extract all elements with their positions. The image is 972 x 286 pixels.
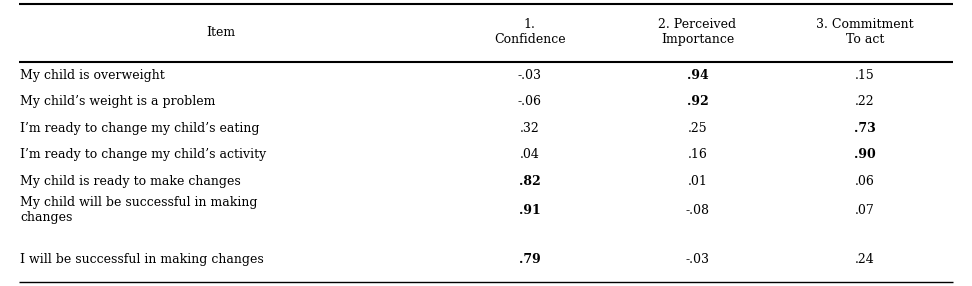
Text: .92: .92	[686, 95, 709, 108]
Text: .82: .82	[519, 175, 540, 188]
Text: I’m ready to change my child’s activity: I’m ready to change my child’s activity	[20, 148, 266, 161]
Text: -.03: -.03	[518, 69, 541, 82]
Text: 1.: 1.	[524, 17, 536, 31]
Text: I will be successful in making changes: I will be successful in making changes	[20, 253, 264, 266]
Text: .73: .73	[854, 122, 876, 135]
Text: .04: .04	[520, 148, 539, 161]
Text: .15: .15	[855, 69, 875, 82]
Text: My child’s weight is a problem: My child’s weight is a problem	[20, 95, 216, 108]
Text: -.08: -.08	[685, 204, 710, 217]
Text: My child is ready to make changes: My child is ready to make changes	[20, 175, 241, 188]
Text: .91: .91	[519, 204, 540, 217]
Text: Confidence: Confidence	[494, 33, 566, 47]
Text: .25: .25	[687, 122, 708, 135]
Text: .32: .32	[520, 122, 539, 135]
Text: 3. Commitment: 3. Commitment	[816, 17, 914, 31]
Text: Importance: Importance	[661, 33, 734, 47]
Text: My child is overweight: My child is overweight	[20, 69, 165, 82]
Text: .90: .90	[854, 148, 876, 161]
Text: -.06: -.06	[518, 95, 541, 108]
Text: 2. Perceived: 2. Perceived	[658, 17, 737, 31]
Text: I’m ready to change my child’s eating: I’m ready to change my child’s eating	[20, 122, 260, 135]
Text: To act: To act	[846, 33, 885, 47]
Text: -.03: -.03	[685, 253, 710, 266]
Text: .16: .16	[687, 148, 708, 161]
Text: .06: .06	[855, 175, 875, 188]
Text: Item: Item	[207, 27, 235, 39]
Text: .79: .79	[519, 253, 540, 266]
Text: .01: .01	[687, 175, 708, 188]
Text: .22: .22	[855, 95, 875, 108]
Text: My child will be successful in making
changes: My child will be successful in making ch…	[20, 196, 258, 224]
Text: .07: .07	[855, 204, 875, 217]
Text: .24: .24	[855, 253, 875, 266]
Text: .94: .94	[686, 69, 709, 82]
